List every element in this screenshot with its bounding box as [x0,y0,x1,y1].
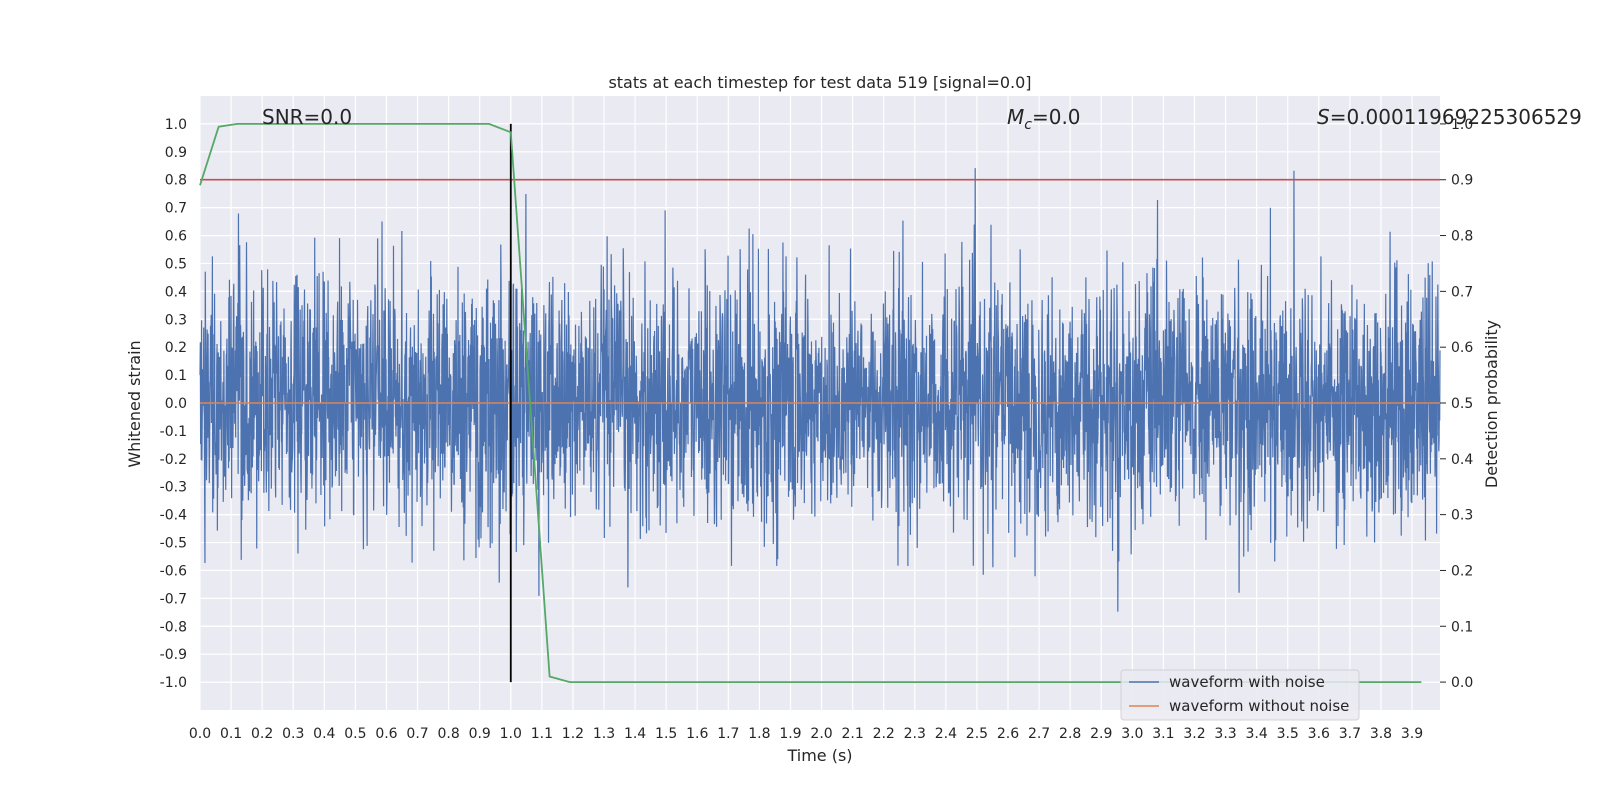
x-tick-label: 3.6 [1308,726,1330,742]
y-tick-label: -0.7 [160,591,187,607]
x-tick-label: 3.0 [1121,726,1143,742]
x-tick-label: 0.3 [282,726,304,742]
y-tick-label: -0.9 [160,647,187,663]
y-tick-label: -0.3 [160,480,187,496]
y-tick-label: 0.3 [165,312,187,328]
y-right-tick-label: 0.1 [1451,619,1473,635]
x-tick-label: 1.3 [593,726,615,742]
y-right-tick-label: 0.2 [1451,563,1473,579]
y-tick-label: -0.1 [160,424,187,440]
y-tick-label: -0.5 [160,536,187,552]
legend-label-waveform-with-noise: waveform with noise [1169,673,1325,691]
y-right-tick-label: 0.7 [1451,284,1473,300]
y-right-tick-label: 0.5 [1451,396,1473,412]
y-tick-label: -0.2 [160,452,187,468]
ticks: 0.0 0.1 0.2 0.3 0.4 0.5 0.6 0.7 0.8 0.9 1.0 1.1 1.2 1… [160,117,1474,742]
y-tick-label: 0.9 [165,145,187,161]
legend-label-waveform-without-noise: waveform without noise [1169,697,1349,715]
x-tick-label: 1.8 [748,726,770,742]
snr-annotation: SNR=0.0 [262,105,352,129]
s-value: =0.00011969225306529 [1330,105,1582,129]
x-tick-label: 1.9 [779,726,801,742]
series-detection-probability [199,123,1422,683]
y-tick-label: 0.2 [165,340,187,356]
y-right-tick-label: 0.6 [1451,340,1473,356]
y-axis-label: Whitened strain [125,340,144,467]
x-tick-label: 2.1 [841,726,863,742]
y-tick-label: 0.8 [165,173,187,189]
x-tick-label: 1.7 [717,726,739,742]
y-tick-label: 0.7 [165,201,187,217]
x-tick-label: 3.4 [1246,726,1268,742]
y-tick-label: 1.0 [165,117,187,133]
series-layer [199,123,1441,683]
series-waveform-with-noise [199,168,1441,612]
x-tick-label: 2.9 [1090,726,1112,742]
x-tick-label: 2.4 [935,726,957,742]
x-tick-label: 0.1 [220,726,242,742]
x-tick-label: 1.6 [686,726,708,742]
x-tick-label: 2.5 [966,726,988,742]
legend-box [1120,669,1360,721]
x-tick-label: 1.2 [562,726,584,742]
mc-subscript: c [1024,117,1032,133]
x-tick-label: 3.9 [1401,726,1423,742]
x-tick-label: 1.1 [531,726,553,742]
y-tick-label: -1.0 [160,675,187,691]
x-tick-label: 0.8 [437,726,459,742]
y-tick-label: -0.6 [160,563,187,579]
x-tick-label: 3.3 [1214,726,1236,742]
x-tick-label: 3.1 [1152,726,1174,742]
y-tick-label: 0.1 [165,368,187,384]
y-axis-right-label: Detection probability [1482,320,1501,488]
y-right-tick-label: 0.9 [1451,173,1473,189]
x-tick-label: 2.8 [1059,726,1081,742]
y-tick-label: -0.4 [160,508,187,524]
x-tick-label: 2.7 [1028,726,1050,742]
y-right-tick-label: 1.0 [1451,117,1473,133]
x-tick-label: 2.3 [904,726,926,742]
x-tick-label: 0.4 [313,726,335,742]
x-tick-label: 0.5 [344,726,366,742]
mc-value: =0.0 [1032,105,1081,129]
mc-symbol: M [1007,105,1024,129]
y-tick-label: 0.4 [165,284,187,300]
s-symbol: S [1317,105,1330,129]
x-tick-label: 0.9 [469,726,491,742]
y-tick-label: 0.0 [165,396,187,412]
mc-annotation: Mc=0.0 [1007,105,1081,133]
y-right-tick-label: 0.4 [1451,452,1473,468]
y-right-tick-label: 0.8 [1451,229,1473,245]
x-tick-label: 0.7 [406,726,428,742]
y-tick-label: -0.8 [160,619,187,635]
x-tick-label: 3.5 [1277,726,1299,742]
legend: waveform with noise waveform without noi… [1120,669,1360,721]
s-annotation: S=0.00011969225306529 [1317,105,1582,129]
x-tick-label: 1.4 [624,726,646,742]
x-tick-label: 3.8 [1370,726,1392,742]
x-tick-label: 1.0 [500,726,522,742]
y-right-tick-label: 0.3 [1451,508,1473,524]
x-tick-label: 0.2 [251,726,273,742]
x-tick-label: 0.6 [375,726,397,742]
x-tick-label: 2.6 [997,726,1019,742]
x-axis-label: Time (s) [786,746,852,765]
x-tick-label: 0.0 [189,726,211,742]
x-tick-label: 2.0 [810,726,832,742]
x-tick-label: 2.2 [873,726,895,742]
chart-title: stats at each timestep for test data 519… [608,73,1031,92]
x-tick-label: 3.7 [1339,726,1361,742]
x-tick-label: 3.2 [1183,726,1205,742]
y-right-tick-label: 0.0 [1451,675,1473,691]
y-tick-label: 0.6 [165,229,187,245]
x-tick-label: 1.5 [655,726,677,742]
y-tick-label: 0.5 [165,256,187,272]
